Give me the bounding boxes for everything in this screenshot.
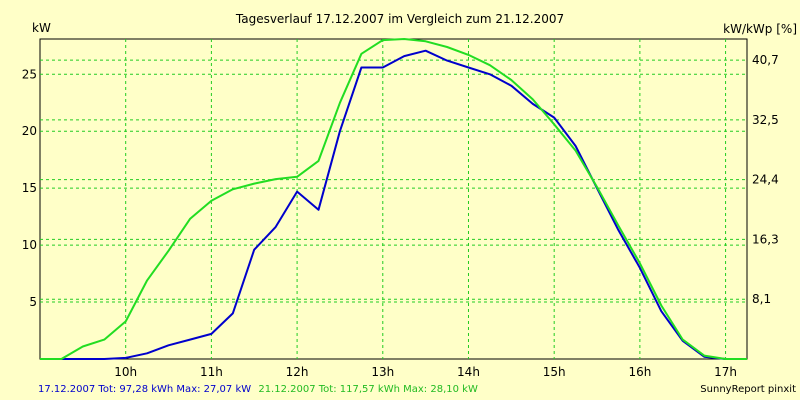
chart-title: Tagesverlauf 17.12.2007 im Vergleich zum… [235, 12, 564, 26]
y-tick-label: 15 [22, 181, 37, 195]
x-tick-label: 15h [543, 365, 566, 379]
y-tick-label: 5 [29, 295, 37, 309]
x-tick-label: 14h [457, 365, 480, 379]
series-line-2 [40, 38, 747, 360]
x-tick-label: 11h [200, 365, 223, 379]
x-tick-label: 12h [286, 365, 309, 379]
legend-footer: 17.12.2007 Tot: 97,28 kWh Max: 27,07 kW … [38, 384, 478, 395]
y2-tick-label: 8,1 [752, 292, 771, 306]
y-tick-label: 20 [22, 124, 37, 138]
legend-series-2: 21.12.2007 Tot: 117,57 kWh Max: 28,10 kW [258, 384, 478, 395]
legend-series-1: 17.12.2007 Tot: 97,28 kWh Max: 27,07 kW [38, 384, 251, 395]
y-tick-label: 10 [22, 238, 37, 252]
series-line-1 [40, 49, 747, 360]
x-tick-label: 13h [371, 365, 394, 379]
y-tick-label: 25 [22, 67, 37, 81]
plot-area [39, 38, 748, 360]
y-axis-right-unit: kW/kWp [%] [723, 22, 797, 36]
series-lines [40, 38, 747, 360]
x-axis-labels: 10h 11h 12h 13h 14h 15h 16h 17h [114, 365, 737, 379]
credit-text: SunnyReport pinxit [700, 384, 796, 395]
x-tick-label: 16h [628, 365, 651, 379]
y2-tick-label: 40,7 [752, 53, 779, 67]
y-axis-left-labels: 5 10 15 20 25 [22, 67, 37, 309]
y-axis-left-unit: kW [32, 21, 51, 35]
y2-tick-label: 24,4 [752, 173, 779, 187]
y2-tick-label: 32,5 [752, 113, 779, 127]
x-tick-label: 17h [714, 365, 737, 379]
x-tick-label: 10h [114, 365, 137, 379]
y2-tick-label: 16,3 [752, 232, 779, 246]
y-axis-right-labels: 8,1 16,3 24,4 32,5 40,7 [752, 53, 779, 306]
